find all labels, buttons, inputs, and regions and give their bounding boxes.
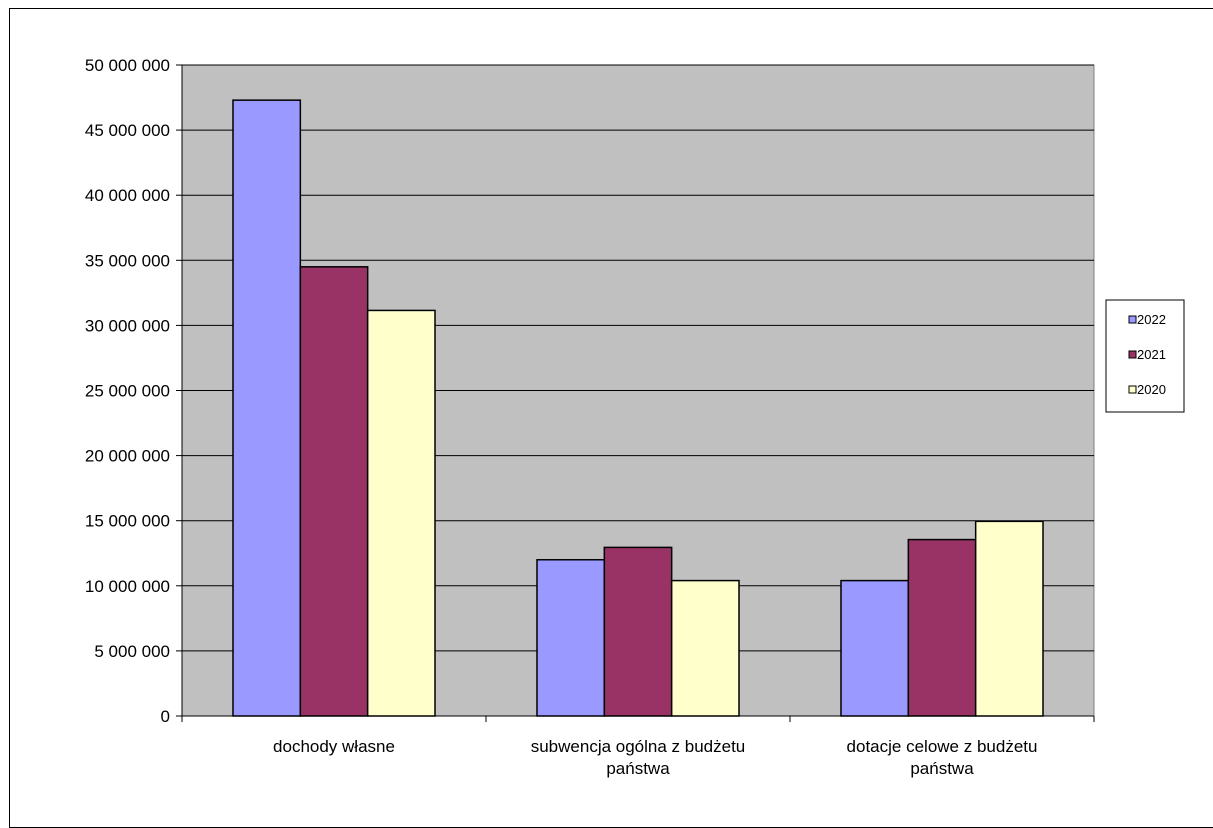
y-axis-ticks: 0 5 000 000 10 000 000 15 000 000 20 000 000… (85, 56, 182, 726)
y-tick-label: 0 (161, 707, 170, 726)
y-tick-label: 30 000 000 (85, 316, 170, 335)
bar-2020 (670, 579, 740, 717)
x-category-label: subwencja ogólna z budżetu (531, 737, 746, 756)
y-tick-label: 40 000 000 (85, 186, 170, 205)
legend: 2022 2021 2020 (1105, 299, 1185, 413)
y-tick-label: 20 000 000 (85, 447, 170, 466)
y-tick-label: 45 000 000 (85, 121, 170, 140)
bar-2021 (603, 546, 673, 717)
bar-2022 (232, 99, 302, 717)
y-tick-label: 35 000 000 (85, 251, 170, 270)
bar-2022 (840, 579, 910, 717)
y-tick-label: 50 000 000 (85, 56, 170, 75)
y-tick-label: 25 000 000 (85, 382, 170, 401)
legend-label-2021: 2021 (1137, 347, 1166, 362)
x-category-label: państwa (606, 759, 670, 778)
bars (232, 99, 1044, 717)
legend-label-2022: 2022 (1137, 312, 1166, 327)
bar-2020 (366, 309, 436, 717)
x-category-label: dotacje celowe z budżetu (847, 737, 1038, 756)
legend-swatch-2020 (1128, 385, 1137, 394)
y-tick-label: 10 000 000 (85, 577, 170, 596)
x-category-label: państwa (910, 759, 974, 778)
legend-box (1105, 299, 1185, 413)
legend-label-2020: 2020 (1137, 382, 1166, 397)
x-axis-categories: dochody własne subwencja ogólna z budżetu… (273, 737, 1037, 778)
bar-2022 (536, 559, 606, 717)
x-category-label: dochody własne (273, 737, 395, 756)
bar-2021 (299, 266, 369, 717)
y-tick-label: 5 000 000 (94, 642, 170, 661)
y-tick-label: 15 000 000 (85, 512, 170, 531)
bar-2021 (907, 538, 977, 717)
bar-2020 (974, 520, 1044, 717)
legend-swatch-2021 (1128, 350, 1137, 359)
legend-swatch-2022 (1128, 315, 1137, 324)
